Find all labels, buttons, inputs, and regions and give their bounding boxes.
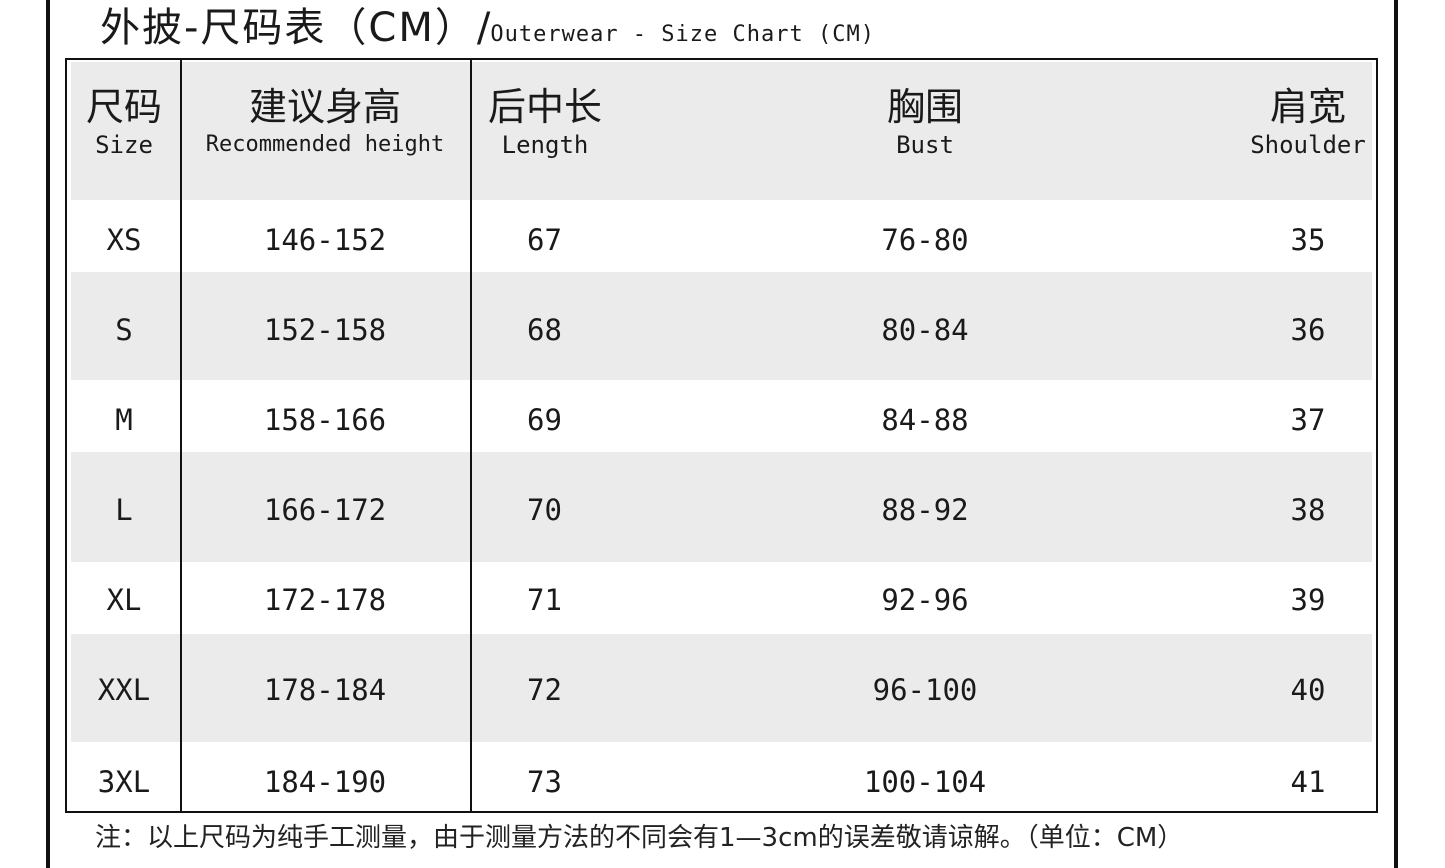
cell-shoulder: 40 (1290, 673, 1326, 707)
cell-height: 178-184 (263, 673, 387, 707)
header-length-en: Length (501, 131, 589, 159)
cell-height: 166-172 (263, 493, 387, 527)
cell-bust: 84-88 (881, 403, 969, 437)
cell-shoulder: 39 (1290, 583, 1326, 617)
cell-size: L (115, 493, 133, 527)
cell-length: 73 (527, 765, 562, 799)
title-separator: / (476, 5, 491, 51)
page-title: 外披-尺码表（CM）/Outerwear - Size Chart (CM) (100, 4, 875, 52)
cell-height: 172-178 (263, 583, 387, 617)
cell-size: S (115, 313, 133, 347)
cell-length: 69 (527, 403, 562, 437)
cell-length: 67 (527, 223, 562, 257)
cell-bust: 88-92 (881, 493, 969, 527)
header-bust-cn: 胸围 (886, 85, 964, 129)
header-bust-en: Bust (896, 131, 954, 159)
header-height: 建议身高 Recommended height (206, 84, 444, 160)
cell-length: 71 (527, 583, 562, 617)
cell-bust: 80-84 (881, 313, 969, 347)
cell-shoulder: 36 (1290, 313, 1326, 347)
header-length-cn: 后中长 (487, 85, 603, 129)
cell-bust: 92-96 (881, 583, 969, 617)
cell-size: XXL (97, 673, 151, 707)
cell-bust: 96-100 (872, 673, 978, 707)
header-bust: 胸围 Bust (887, 84, 963, 160)
cell-size: XL (106, 583, 142, 617)
cell-height: 146-152 (263, 223, 387, 257)
header-height-cn: 建议身高 (248, 85, 402, 129)
cell-size: M (115, 403, 133, 437)
header-length: 后中长 Length (488, 84, 602, 160)
header-height-en: Recommended height (205, 132, 445, 157)
cell-bust: 76-80 (881, 223, 969, 257)
header-band (71, 62, 1372, 200)
header-size: 尺码 Size (86, 84, 162, 160)
column-divider (470, 60, 472, 811)
cell-shoulder: 35 (1290, 223, 1326, 257)
title-cn: 外披-尺码表（CM） (100, 5, 477, 51)
header-shoulder-en: Shoulder (1250, 131, 1366, 159)
footnote: 注：以上尺码为纯手工测量，由于测量方法的不同会有1—3cm的误差敬请谅解。（单位… (95, 823, 1184, 853)
cell-shoulder: 41 (1290, 765, 1326, 799)
title-en: Outerwear - Size Chart (CM) (490, 22, 875, 47)
row-band-s (71, 272, 1372, 380)
row-band-l (71, 452, 1372, 562)
cell-height: 184-190 (263, 765, 387, 799)
cell-length: 72 (527, 673, 562, 707)
frame-left-border (46, 0, 50, 868)
header-shoulder: 肩宽 Shoulder (1250, 84, 1366, 160)
header-size-cn: 尺码 (85, 85, 163, 129)
size-chart-table: 尺码 Size 建议身高 Recommended height 后中长 Leng… (65, 58, 1378, 813)
header-shoulder-cn: 肩宽 (1269, 85, 1346, 129)
header-size-en: Size (95, 131, 153, 159)
cell-height: 158-166 (263, 403, 387, 437)
cell-shoulder: 37 (1290, 403, 1326, 437)
cell-size: 3XL (97, 765, 151, 799)
column-divider (180, 60, 182, 811)
row-band-xxl (71, 634, 1372, 742)
cell-length: 68 (527, 313, 562, 347)
cell-height: 152-158 (263, 313, 387, 347)
cell-length: 70 (527, 493, 562, 527)
cell-size: XS (106, 223, 142, 257)
cell-bust: 100-104 (863, 765, 987, 799)
frame-right-border (1394, 0, 1398, 868)
cell-shoulder: 38 (1290, 493, 1326, 527)
